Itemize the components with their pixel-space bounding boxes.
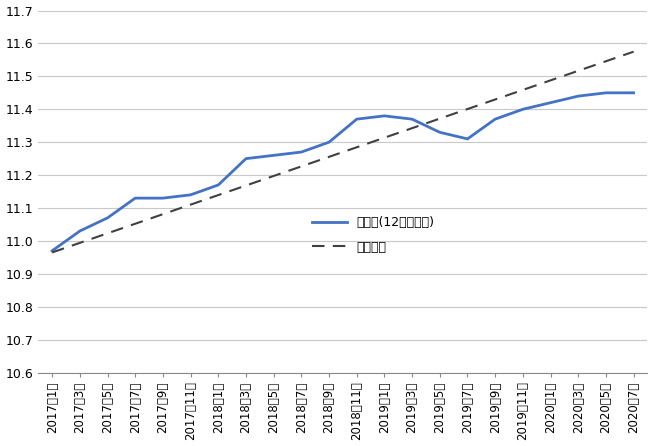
トレンド [408, 125, 416, 131]
死亡数(12か月平均) [629, 90, 637, 95]
死亡数(12か月平均) [436, 130, 443, 135]
死亡数(12か月平均) [104, 215, 112, 221]
死亡数(12か月平均) [353, 116, 360, 122]
トレンド [48, 250, 56, 255]
死亡数(12か月平均) [408, 116, 416, 122]
死亡数(12か月平均) [547, 100, 554, 105]
トレンド [491, 97, 499, 102]
トレンド [159, 211, 167, 217]
トレンド [519, 87, 527, 93]
トレンド [574, 68, 582, 74]
死亡数(12か月平均) [187, 192, 195, 198]
トレンド [187, 202, 195, 207]
トレンド [464, 106, 471, 112]
トレンド [381, 135, 389, 140]
トレンド [131, 221, 139, 227]
死亡数(12か月平均) [381, 113, 389, 119]
トレンド [76, 240, 84, 246]
死亡数(12か月平均) [297, 149, 305, 155]
トレンド [325, 154, 333, 160]
死亡数(12か月平均) [214, 182, 222, 188]
トレンド [104, 231, 112, 236]
トレンド [270, 173, 278, 179]
死亡数(12か月平均) [131, 195, 139, 201]
死亡数(12か月平均) [519, 107, 527, 112]
死亡数(12か月平均) [76, 228, 84, 234]
トレンド [602, 58, 610, 64]
死亡数(12か月平均) [325, 140, 333, 145]
死亡数(12か月平均) [159, 195, 167, 201]
死亡数(12か月平均) [48, 248, 56, 253]
トレンド [353, 145, 360, 150]
トレンド [214, 192, 222, 198]
死亡数(12か月平均) [464, 136, 471, 141]
トレンド [297, 164, 305, 169]
トレンド [436, 116, 443, 121]
トレンド [547, 78, 554, 83]
死亡数(12か月平均) [602, 90, 610, 95]
死亡数(12か月平均) [574, 94, 582, 99]
Line: 死亡数(12か月平均): 死亡数(12か月平均) [52, 93, 633, 251]
死亡数(12か月平均) [242, 156, 250, 161]
Line: トレンド: トレンド [52, 52, 633, 252]
Legend: 死亡数(12か月平均), トレンド: 死亡数(12か月平均), トレンド [307, 211, 440, 259]
死亡数(12か月平均) [270, 153, 278, 158]
死亡数(12か月平均) [491, 116, 499, 122]
トレンド [242, 183, 250, 188]
トレンド [629, 49, 637, 54]
